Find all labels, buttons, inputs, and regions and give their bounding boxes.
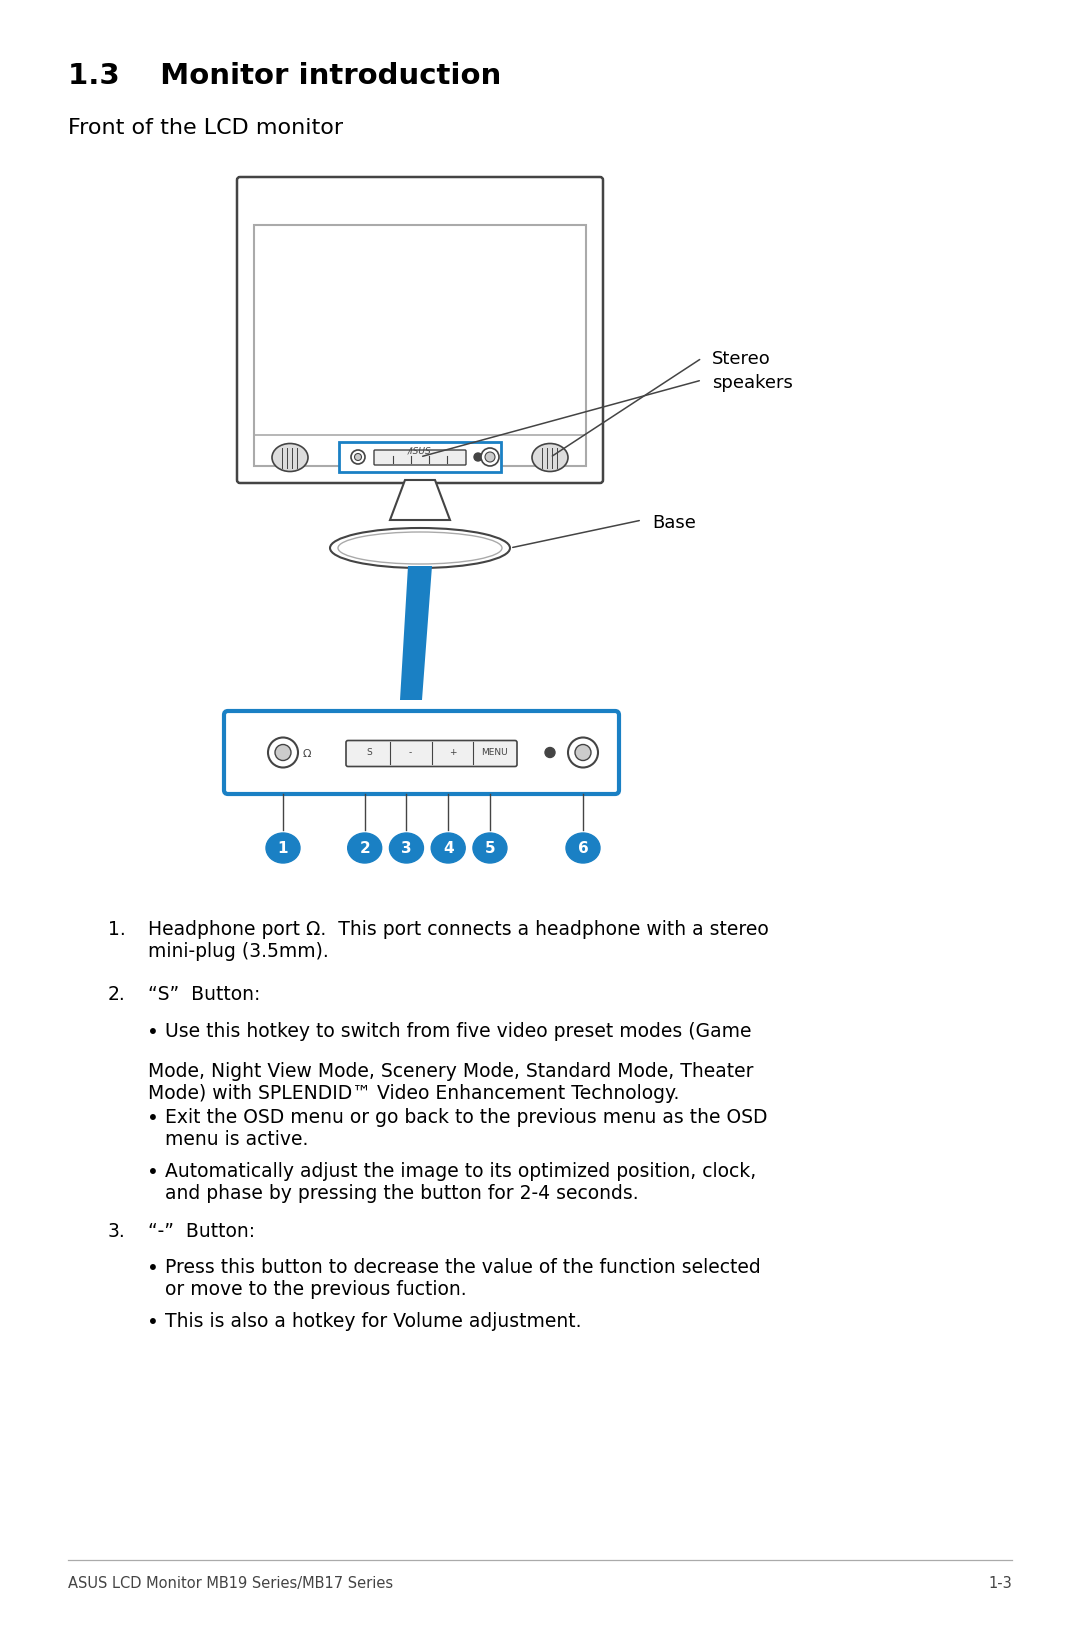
Text: •: • bbox=[147, 1110, 159, 1128]
Text: 1: 1 bbox=[278, 841, 288, 856]
Text: +: + bbox=[448, 748, 456, 757]
Text: and phase by pressing the button for 2-4 seconds.: and phase by pressing the button for 2-4… bbox=[165, 1184, 638, 1202]
FancyBboxPatch shape bbox=[237, 177, 603, 483]
Text: Mode) with SPLENDID™ Video Enhancement Technology.: Mode) with SPLENDID™ Video Enhancement T… bbox=[148, 1084, 679, 1103]
Text: Base: Base bbox=[652, 514, 696, 532]
Ellipse shape bbox=[390, 833, 423, 862]
Circle shape bbox=[575, 745, 591, 760]
Ellipse shape bbox=[272, 444, 308, 472]
Text: 2: 2 bbox=[360, 841, 370, 856]
Text: •: • bbox=[147, 1259, 159, 1277]
Ellipse shape bbox=[473, 833, 507, 862]
Text: Front of the LCD monitor: Front of the LCD monitor bbox=[68, 119, 343, 138]
Circle shape bbox=[354, 454, 362, 460]
Text: S: S bbox=[366, 748, 372, 757]
Text: “S”  Button:: “S” Button: bbox=[148, 984, 260, 1004]
FancyBboxPatch shape bbox=[339, 443, 501, 472]
Text: 2.: 2. bbox=[108, 984, 125, 1004]
Text: Press this button to decrease the value of the function selected: Press this button to decrease the value … bbox=[165, 1258, 760, 1277]
Text: 1.: 1. bbox=[108, 919, 125, 939]
Circle shape bbox=[275, 745, 291, 760]
Text: Exit the OSD menu or go back to the previous menu as the OSD: Exit the OSD menu or go back to the prev… bbox=[165, 1108, 768, 1128]
Text: 1.3    Monitor introduction: 1.3 Monitor introduction bbox=[68, 62, 501, 89]
Text: Ω: Ω bbox=[303, 748, 311, 758]
Text: “-”  Button:: “-” Button: bbox=[148, 1222, 255, 1241]
Circle shape bbox=[485, 452, 495, 462]
Text: Automatically adjust the image to its optimized position, clock,: Automatically adjust the image to its op… bbox=[165, 1162, 756, 1181]
Ellipse shape bbox=[266, 833, 300, 862]
Circle shape bbox=[268, 737, 298, 768]
Text: •: • bbox=[147, 1163, 159, 1181]
Ellipse shape bbox=[338, 532, 502, 565]
Text: 1-3: 1-3 bbox=[988, 1577, 1012, 1591]
Circle shape bbox=[351, 451, 365, 464]
Text: menu is active.: menu is active. bbox=[165, 1131, 309, 1149]
Text: Headphone port Ω.  This port connects a headphone with a stereo: Headphone port Ω. This port connects a h… bbox=[148, 919, 769, 939]
Text: 4: 4 bbox=[443, 841, 454, 856]
Ellipse shape bbox=[566, 833, 600, 862]
Text: 5: 5 bbox=[485, 841, 496, 856]
Polygon shape bbox=[390, 480, 450, 521]
Bar bbox=[254, 225, 586, 465]
FancyBboxPatch shape bbox=[374, 451, 465, 465]
Text: 3.: 3. bbox=[108, 1222, 125, 1241]
Text: or move to the previous fuction.: or move to the previous fuction. bbox=[165, 1280, 467, 1298]
Text: speakers: speakers bbox=[712, 374, 793, 392]
Ellipse shape bbox=[431, 833, 465, 862]
Text: •: • bbox=[147, 1023, 159, 1041]
Text: Mode, Night View Mode, Scenery Mode, Standard Mode, Theater: Mode, Night View Mode, Scenery Mode, Sta… bbox=[148, 1062, 754, 1080]
Text: /ISUS: /ISUS bbox=[408, 446, 432, 456]
Ellipse shape bbox=[330, 529, 510, 568]
Ellipse shape bbox=[532, 444, 568, 472]
Circle shape bbox=[545, 747, 555, 758]
FancyBboxPatch shape bbox=[346, 740, 517, 766]
Circle shape bbox=[474, 452, 482, 460]
Polygon shape bbox=[400, 566, 432, 700]
Text: mini-plug (3.5mm).: mini-plug (3.5mm). bbox=[148, 942, 328, 962]
Circle shape bbox=[481, 447, 499, 465]
Text: -: - bbox=[409, 748, 413, 757]
Text: ASUS LCD Monitor MB19 Series/MB17 Series: ASUS LCD Monitor MB19 Series/MB17 Series bbox=[68, 1577, 393, 1591]
Text: •: • bbox=[147, 1313, 159, 1333]
Text: Use this hotkey to switch from five video preset modes (Game: Use this hotkey to switch from five vide… bbox=[165, 1022, 752, 1041]
Ellipse shape bbox=[348, 833, 381, 862]
Text: 3: 3 bbox=[401, 841, 411, 856]
Text: 6: 6 bbox=[578, 841, 589, 856]
Text: Stereo: Stereo bbox=[712, 350, 771, 368]
Circle shape bbox=[568, 737, 598, 768]
FancyBboxPatch shape bbox=[224, 711, 619, 794]
Text: This is also a hotkey for Volume adjustment.: This is also a hotkey for Volume adjustm… bbox=[165, 1311, 581, 1331]
Text: MENU: MENU bbox=[481, 748, 508, 757]
